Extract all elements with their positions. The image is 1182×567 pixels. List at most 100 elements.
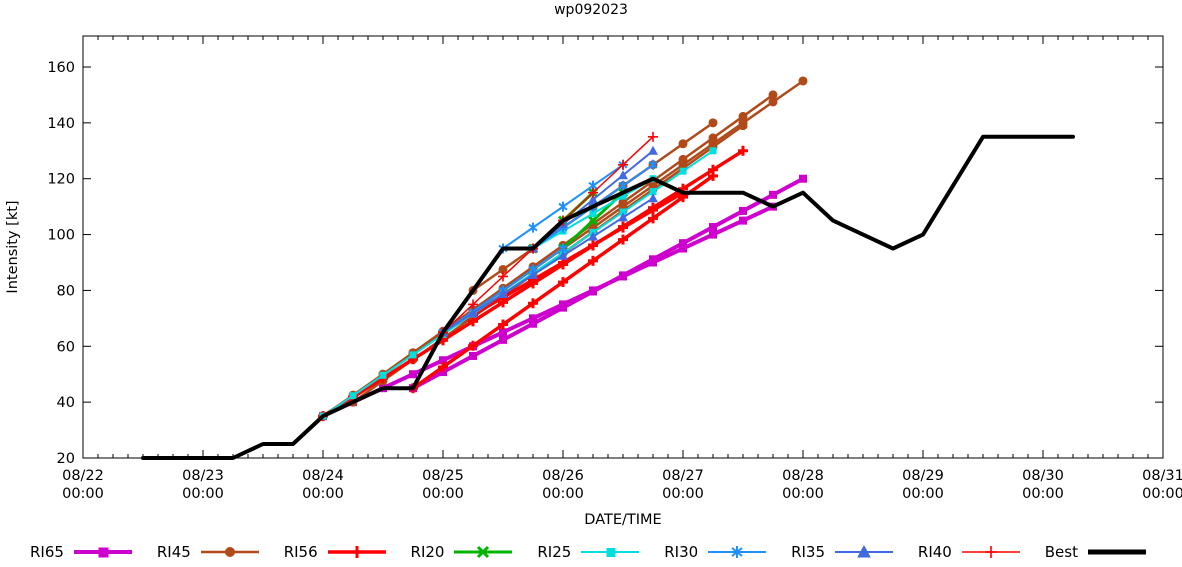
legend-item-RI56: RI56: [284, 543, 388, 561]
x-axis-label: DATE/TIME: [584, 512, 661, 528]
legend-label-RI45: RI45: [156, 543, 191, 561]
series-RI65-marker: [529, 319, 537, 328]
series-RI30-marker: [588, 181, 598, 190]
series-RI30-marker: [618, 181, 628, 190]
x-tick-label-date: 08/29: [902, 468, 944, 484]
x-tick-label-time: 00:00: [542, 486, 584, 502]
series-RI65-marker: [439, 368, 447, 377]
x-tick-label-date: 08/31: [1142, 468, 1182, 484]
plot-border: [82, 35, 1164, 459]
x-tick-label-time: 00:00: [1142, 486, 1182, 502]
x-tick-label-time: 00:00: [902, 486, 944, 502]
series-RI65-marker: [499, 335, 507, 344]
x-tick-label-date: 08/26: [542, 468, 584, 484]
series-RI45-marker: [708, 118, 718, 128]
series-RI45-marker: [708, 133, 718, 143]
series-RI25-marker: [619, 208, 627, 216]
series-RI35-marker: [588, 194, 598, 204]
legend-marker-RI25: [606, 548, 616, 557]
legend-label-Best: Best: [1044, 543, 1078, 561]
series-RI65-marker: [679, 244, 687, 253]
series-RI25-marker: [619, 192, 627, 200]
legend-label-RI20: RI20: [410, 543, 445, 561]
series-RI25-marker: [379, 371, 387, 379]
series-RI65-marker: [559, 303, 567, 312]
series-RI25-marker: [709, 147, 717, 155]
y-tick-label: 160: [47, 60, 75, 76]
series-RI65-marker: [619, 271, 627, 280]
legend-swatch-Best: [1087, 549, 1146, 555]
series-RI65-line-0: [321, 204, 775, 419]
series-RI30-marker: [528, 265, 538, 274]
series-RI25-marker: [649, 188, 657, 196]
x-tick-label-date: 08/30: [1022, 468, 1064, 484]
x-tick-label-date: 08/23: [182, 468, 224, 484]
series-RI65-marker: [409, 370, 417, 379]
y-tick-label: 120: [47, 172, 75, 188]
x-tick-label-time: 00:00: [302, 486, 344, 502]
series-RI45-marker: [498, 264, 508, 274]
series-RI25-marker: [679, 167, 687, 175]
legend-item-RI35: RI35: [791, 543, 895, 561]
series-RI65-marker: [589, 287, 597, 296]
series-RI25-marker: [589, 210, 597, 218]
y-tick-label: 80: [57, 283, 75, 299]
series-RI65-marker: [739, 206, 747, 215]
legend-swatch-RI35: [835, 544, 893, 558]
legend-label-RI30: RI30: [664, 543, 699, 561]
x-tick-label-date: 08/24: [302, 468, 344, 484]
series-RI65-marker: [499, 328, 507, 337]
legend-marker-RI65: [98, 547, 109, 558]
y-axis-label: Intensity [kt]: [5, 200, 21, 293]
series-RI30-marker: [648, 160, 658, 169]
series-RI35-marker: [528, 269, 538, 279]
y-tick-label: 140: [47, 116, 75, 132]
legend-item-RI65: RI65: [30, 543, 134, 561]
legend-swatch-RI56: [327, 546, 386, 558]
legend-swatch-RI40: [961, 546, 1020, 558]
legend-swatch-RI25: [581, 548, 640, 557]
legend-swatch-RI45: [200, 547, 259, 557]
x-tick-label-date: 08/28: [782, 468, 824, 484]
series-RI35-marker: [618, 170, 628, 180]
series-RI45-marker: [738, 111, 748, 121]
series-RI65-marker: [439, 356, 447, 365]
series-RI35-line-1: [442, 197, 654, 334]
series-RI65-marker: [709, 230, 717, 239]
series-RI45-marker: [738, 121, 748, 131]
legend-item-RI45: RI45: [157, 543, 261, 561]
legend-marker-RI45: [224, 547, 235, 557]
series-Best-line-0: [141, 134, 1075, 460]
legend-item-Best: Best: [1045, 543, 1148, 561]
series-RI25-marker: [349, 392, 357, 400]
legend-marker-RI20: [477, 545, 490, 559]
chart-title: wp092023: [554, 2, 628, 18]
x-tick-label-time: 00:00: [182, 486, 224, 502]
series-RI30-marker: [528, 223, 538, 232]
series-RI45-marker: [678, 154, 688, 164]
series-RI30-marker: [558, 244, 568, 253]
x-tick-label-date: 08/22: [62, 468, 104, 484]
series-RI35-marker: [498, 289, 508, 299]
x-tick-label-time: 00:00: [782, 486, 824, 502]
series-RI35-marker: [648, 145, 658, 155]
legend-swatch-RI65: [73, 547, 132, 558]
series-RI45-marker: [768, 97, 778, 107]
x-tick-label-time: 00:00: [62, 486, 104, 502]
legend-label-RI25: RI25: [537, 543, 572, 561]
x-tick-label-time: 00:00: [662, 486, 704, 502]
x-tick-label-date: 08/25: [422, 468, 464, 484]
series-RI45-marker: [678, 139, 688, 149]
x-tick-label-time: 00:00: [1022, 486, 1064, 502]
series-RI35-marker: [468, 308, 478, 318]
series-RI65-marker: [799, 174, 807, 183]
legend-swatch-RI20: [454, 545, 513, 559]
x-tick-label-time: 00:00: [422, 486, 464, 502]
series-RI20-marker: [587, 215, 599, 226]
legend-item-RI30: RI30: [664, 543, 768, 561]
series-RI65-marker: [769, 190, 777, 199]
series-RI35-marker: [558, 250, 568, 260]
legend-label-RI65: RI65: [30, 543, 64, 561]
intensity-chart: 08/22 00:00 08/23 00:00 08/24 00:00 08/25 00:00…: [5, 35, 1182, 528]
